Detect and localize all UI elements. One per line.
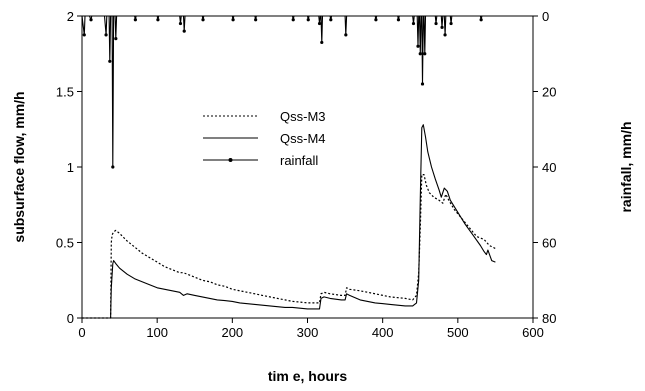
y-tick-label: 1	[67, 160, 74, 175]
rainfall-marker	[201, 18, 205, 22]
y-tick-label: 2	[67, 9, 74, 24]
y-tick-label: 1.5	[56, 85, 74, 100]
x-tick-label: 600	[522, 325, 544, 340]
rainfall-marker	[374, 18, 378, 22]
rainfall-marker	[440, 25, 444, 29]
x-tick-label: 100	[146, 325, 168, 340]
legend-label: Qss-M3	[280, 109, 326, 124]
rainfall-marker	[108, 59, 112, 63]
rainfall-marker	[479, 18, 483, 22]
x-tick-label: 200	[221, 325, 243, 340]
rainfall-marker	[317, 21, 322, 26]
rainfall-marker	[178, 21, 183, 26]
y2-tick-label: 80	[542, 311, 556, 326]
rainfall-marker	[82, 33, 86, 37]
x-axis-title: tim e, hours	[268, 368, 348, 384]
rainfall-marker	[254, 18, 258, 22]
rainfall-marker	[443, 33, 447, 37]
rainfall-marker	[420, 82, 425, 86]
y-axis-title: subsurface flow, mm/h	[11, 91, 27, 242]
rainfall-marker	[449, 21, 453, 26]
rainfall-marker	[89, 18, 93, 22]
rainfall-marker	[416, 44, 420, 48]
rainfall-marker	[423, 52, 427, 56]
rainfall-marker	[231, 18, 235, 22]
series-layer	[81, 15, 496, 319]
rainfall-marker	[111, 165, 115, 169]
y2-tick-label: 40	[542, 160, 556, 175]
rainfall-marker	[411, 21, 416, 26]
x-tick-label: 0	[78, 325, 85, 340]
rainfall-marker	[434, 21, 438, 26]
rainfall-marker	[114, 37, 118, 41]
y2-axis-title: rainfall, mm/h	[618, 121, 634, 212]
rainfall-marker	[306, 18, 310, 22]
rainfall-marker	[156, 18, 160, 22]
legend: Qss-M3 Qss-M4 rainfall	[203, 109, 326, 168]
x-tick-label: 300	[297, 325, 319, 340]
legend-marker	[228, 158, 233, 162]
y2-tick-label: 20	[542, 85, 556, 100]
series-line-qss-m3	[82, 174, 496, 319]
x-tick-label: 500	[447, 325, 469, 340]
y2-tick-label: 60	[542, 236, 556, 251]
rainfall-marker	[320, 40, 324, 45]
rainfall-marker	[418, 52, 422, 56]
y-tick-label: 0	[67, 311, 74, 326]
rainfall-marker	[182, 29, 186, 33]
rainfall-marker	[329, 18, 333, 22]
rainfall-marker	[396, 18, 401, 22]
rainfall-marker	[344, 33, 348, 37]
x-tick-label: 400	[372, 325, 394, 340]
rainfall-marker	[133, 18, 137, 22]
legend-label: Qss-M4	[280, 131, 326, 146]
series-line-qss-m4	[82, 124, 496, 319]
rainfall-marker	[104, 33, 108, 37]
legend-label: rainfall	[280, 153, 318, 168]
rainfall-marker	[291, 18, 295, 22]
y2-tick-label: 0	[542, 9, 549, 24]
y-tick-label: 0.5	[56, 236, 74, 251]
